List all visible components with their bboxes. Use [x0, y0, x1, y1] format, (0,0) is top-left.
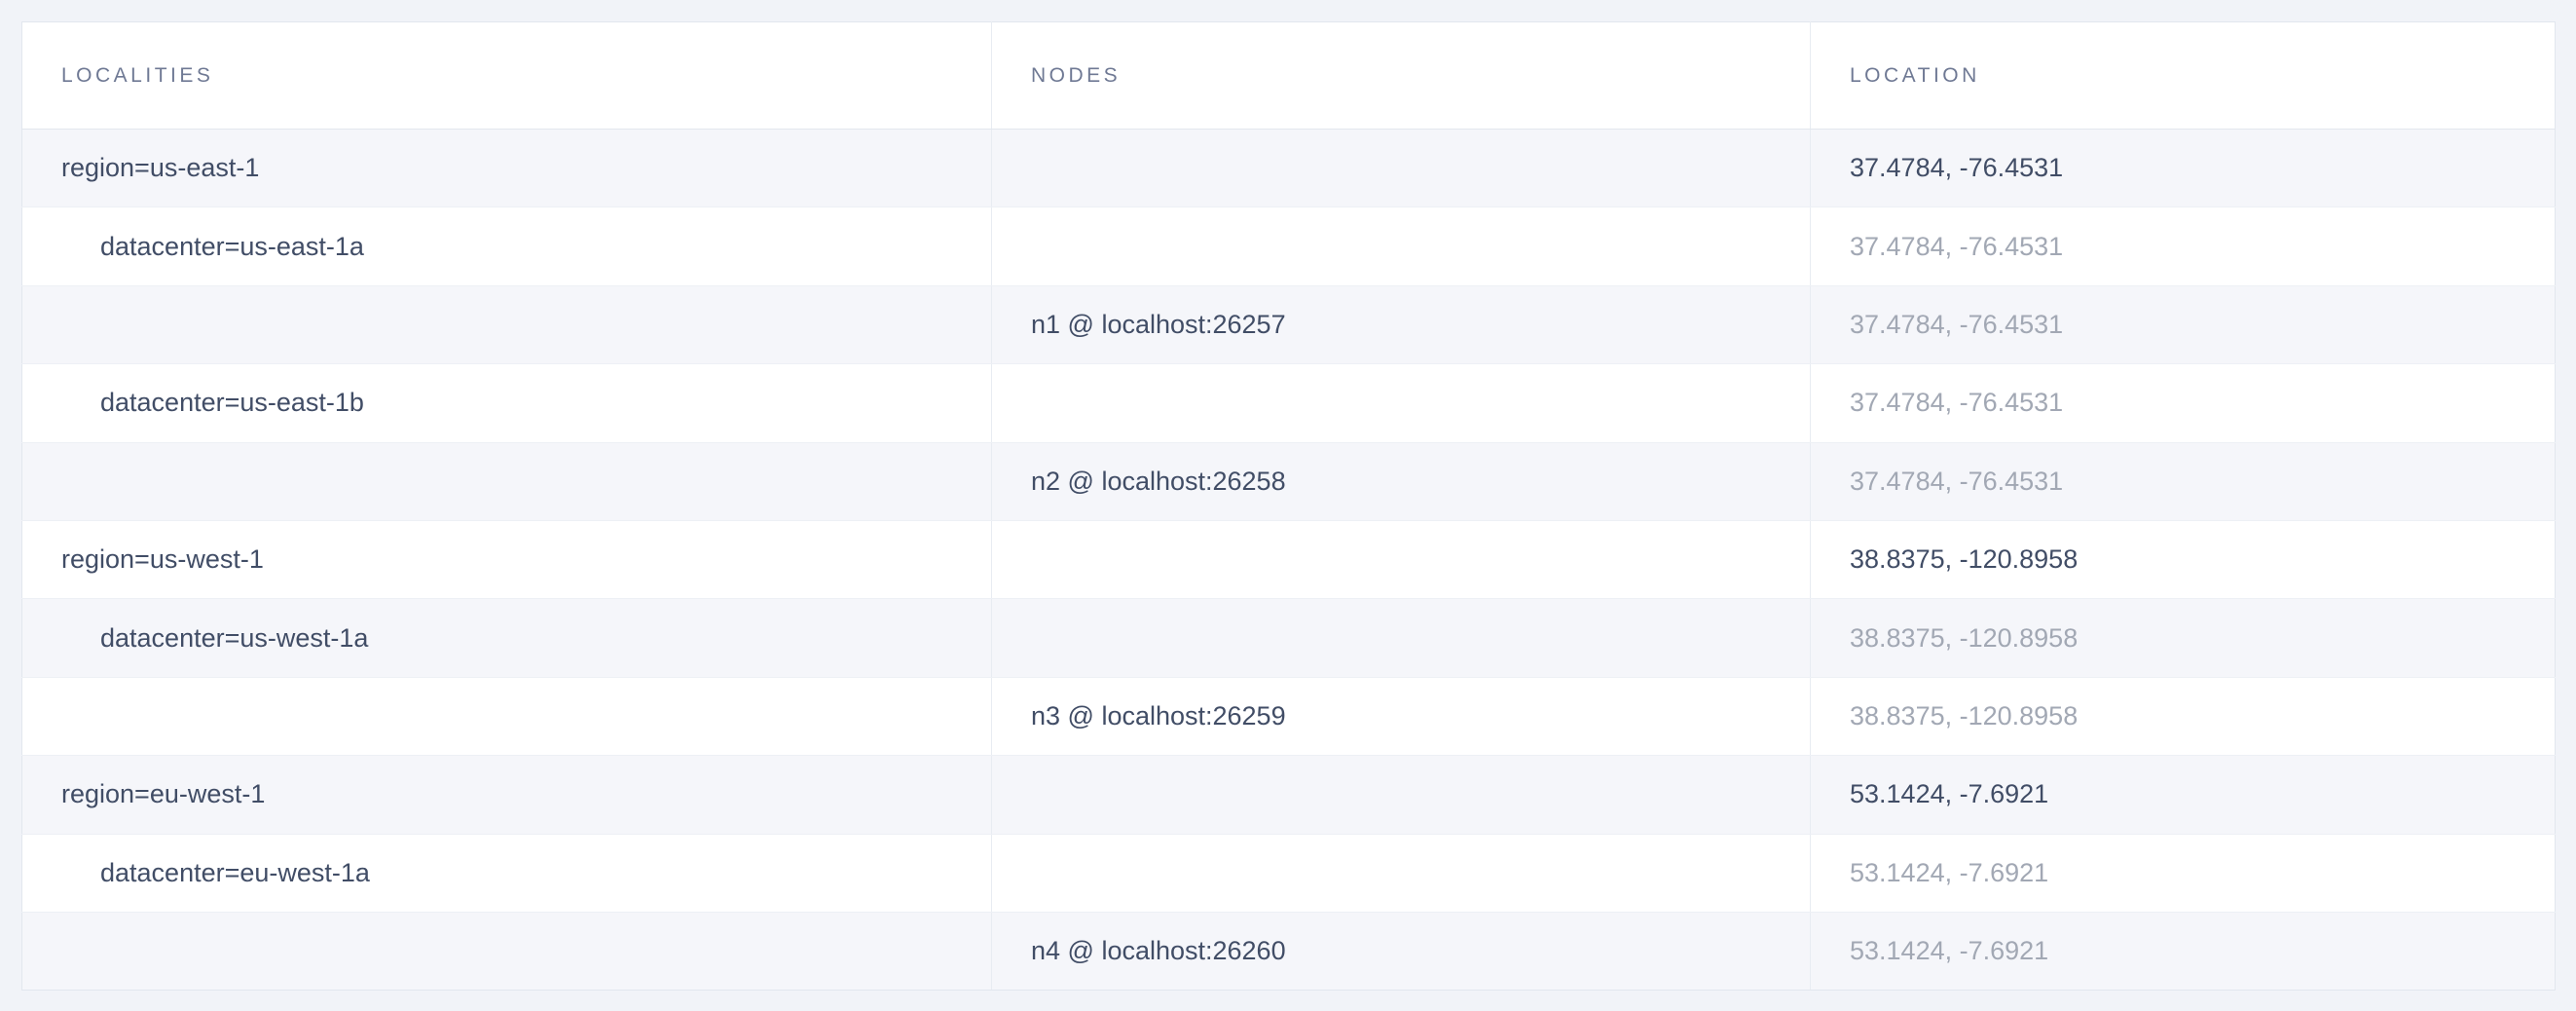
node-cell: n1 @ localhost:26257 [991, 285, 1811, 365]
locality-cell-text: region=us-east-1 [61, 153, 260, 183]
location-cell-text: 38.8375, -120.8958 [1850, 544, 2079, 575]
node-cell [991, 129, 1811, 208]
location-cell: 37.4784, -76.4531 [1810, 129, 2556, 208]
location-cell-text: 37.4784, -76.4531 [1850, 466, 2064, 496]
location-cell-text: 53.1424, -7.6921 [1850, 936, 2049, 966]
node-cell: n3 @ localhost:26259 [991, 677, 1811, 757]
locality-cell [21, 912, 992, 992]
node-cell [991, 520, 1811, 600]
locality-cell-text: datacenter=us-east-1a [100, 231, 364, 261]
node-cell [991, 206, 1811, 286]
locality-cell [21, 677, 992, 757]
column-header-nodes: NODES [991, 21, 1811, 130]
location-cell: 37.4784, -76.4531 [1810, 442, 2556, 521]
locality-cell: datacenter=us-west-1a [21, 598, 992, 678]
locality-cell: region=eu-west-1 [21, 755, 992, 835]
node-cell [991, 598, 1811, 678]
location-cell: 38.8375, -120.8958 [1810, 677, 2556, 757]
locality-cell-text: datacenter=us-east-1b [100, 388, 364, 418]
table-body: region=us-east-1 37.4784, -76.4531 datacen… [21, 129, 2556, 992]
table-row: datacenter=eu-west-1a 53.1424, -7.6921 [21, 834, 2556, 913]
location-cell-text: 53.1424, -7.6921 [1850, 857, 2049, 887]
location-cell-text: 38.8375, -120.8958 [1850, 622, 2079, 653]
table-header: LOCALITIES NODES LOCATION [21, 21, 2556, 130]
table-row: n3 @ localhost:26259 38.8375, -120.8958 [21, 677, 2556, 757]
locality-cell [21, 442, 992, 521]
node-cell [991, 755, 1811, 835]
table-row: n4 @ localhost:26260 53.1424, -7.6921 [21, 912, 2556, 992]
column-header-localities: LOCALITIES [21, 21, 992, 130]
table-row: datacenter=us-west-1a 38.8375, -120.8958 [21, 598, 2556, 678]
location-cell: 53.1424, -7.6921 [1810, 755, 2556, 835]
location-cell-text: 37.4784, -76.4531 [1850, 388, 2064, 418]
table-row: n1 @ localhost:26257 37.4784, -76.4531 [21, 285, 2556, 365]
location-cell: 53.1424, -7.6921 [1810, 834, 2556, 913]
location-cell-text: 37.4784, -76.4531 [1850, 153, 2064, 183]
node-cell-text: n4 @ localhost:26260 [1031, 936, 1286, 966]
location-cell: 53.1424, -7.6921 [1810, 912, 2556, 992]
locality-cell: datacenter=us-east-1b [21, 363, 992, 443]
locality-cell-text: region=us-west-1 [61, 544, 264, 575]
table-row: region=eu-west-1 53.1424, -7.6921 [21, 755, 2556, 835]
locality-cell-text: datacenter=us-west-1a [100, 622, 369, 653]
table-row: datacenter=us-east-1b 37.4784, -76.4531 [21, 363, 2556, 443]
location-cell-text: 37.4784, -76.4531 [1850, 309, 2064, 339]
location-cell: 37.4784, -76.4531 [1810, 285, 2556, 365]
location-cell-text: 53.1424, -7.6921 [1850, 779, 2049, 809]
table-header-row: LOCALITIES NODES LOCATION [21, 21, 2556, 130]
node-cell: n4 @ localhost:26260 [991, 912, 1811, 992]
table-row: region=us-east-1 37.4784, -76.4531 [21, 129, 2556, 208]
node-cell [991, 363, 1811, 443]
location-cell: 37.4784, -76.4531 [1810, 363, 2556, 443]
column-header-location: LOCATION [1810, 21, 2556, 130]
localities-table: LOCALITIES NODES LOCATION region=us-east… [21, 21, 2556, 992]
locality-cell: datacenter=eu-west-1a [21, 834, 992, 913]
table-row: region=us-west-1 38.8375, -120.8958 [21, 520, 2556, 600]
location-cell: 37.4784, -76.4531 [1810, 206, 2556, 286]
locality-cell [21, 285, 992, 365]
node-cell-text: n1 @ localhost:26257 [1031, 309, 1286, 339]
location-cell: 38.8375, -120.8958 [1810, 598, 2556, 678]
locality-cell-text: datacenter=eu-west-1a [100, 857, 370, 887]
location-cell-text: 38.8375, -120.8958 [1850, 700, 2079, 730]
node-cell-text: n2 @ localhost:26258 [1031, 466, 1286, 496]
node-cell: n2 @ localhost:26258 [991, 442, 1811, 521]
node-cell-text: n3 @ localhost:26259 [1031, 700, 1286, 730]
locality-cell: datacenter=us-east-1a [21, 206, 992, 286]
location-cell-text: 37.4784, -76.4531 [1850, 231, 2064, 261]
node-cell [991, 834, 1811, 913]
locality-cell-text: region=eu-west-1 [61, 779, 266, 809]
locality-cell: region=us-west-1 [21, 520, 992, 600]
locality-cell: region=us-east-1 [21, 129, 992, 208]
location-cell: 38.8375, -120.8958 [1810, 520, 2556, 600]
table-row: n2 @ localhost:26258 37.4784, -76.4531 [21, 442, 2556, 521]
table-row: datacenter=us-east-1a 37.4784, -76.4531 [21, 206, 2556, 286]
